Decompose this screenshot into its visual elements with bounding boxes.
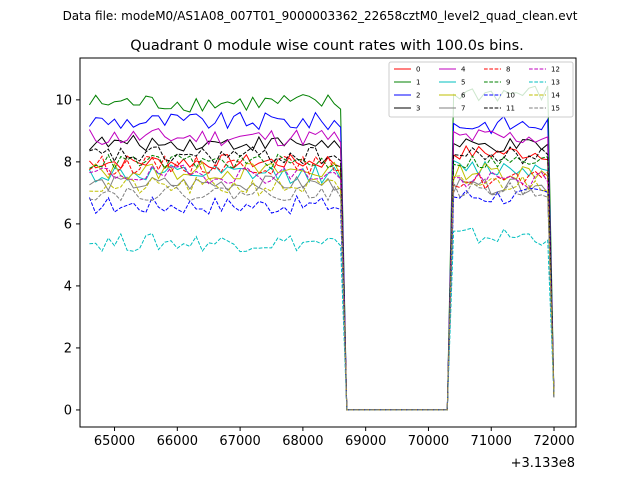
plot-frame <box>79 57 577 428</box>
chart-title: Quadrant 0 module wise count rates with … <box>130 38 524 54</box>
y-tick-label-4: 4 <box>64 279 72 294</box>
legend-label-0: 0 <box>416 66 420 74</box>
series-line-14 <box>89 175 555 411</box>
x-tick-label-71000: 71000 <box>471 434 512 449</box>
series-line-15 <box>89 181 555 411</box>
series-line-9 <box>89 153 555 411</box>
x-offset-label: +3.133e8 <box>511 456 575 471</box>
legend-label-3: 3 <box>416 105 420 113</box>
series-line-3 <box>89 134 555 411</box>
legend-label-6: 6 <box>461 92 466 100</box>
legend-label-9: 9 <box>506 79 510 87</box>
x-tick-label-65000: 65000 <box>94 434 135 449</box>
legend-label-1: 1 <box>416 79 420 87</box>
y-tick-label-8: 8 <box>64 155 72 170</box>
plot-background <box>80 58 576 427</box>
legend-label-2: 2 <box>416 92 420 100</box>
x-tick-label-70000: 70000 <box>408 434 449 449</box>
series-line-4 <box>88 128 555 411</box>
legend-label-13: 13 <box>551 79 560 87</box>
series-line-8 <box>89 155 555 411</box>
y-tick-label-2: 2 <box>64 341 72 356</box>
series-line-11 <box>89 146 555 411</box>
legend-box <box>388 61 574 118</box>
legend-label-12: 12 <box>551 66 560 74</box>
series-line-7 <box>89 175 555 411</box>
legend-label-11: 11 <box>506 105 515 113</box>
legend-label-14: 14 <box>551 92 560 100</box>
series-line-6 <box>89 161 555 411</box>
x-tick-label-72000: 72000 <box>533 434 574 449</box>
series-line-12 <box>89 164 555 411</box>
legend-label-10: 10 <box>506 92 515 100</box>
legend-label-5: 5 <box>461 79 465 87</box>
x-tick-label-69000: 69000 <box>345 434 386 449</box>
axes-layer: 65000 66000 67000 68000 69000 70000 71000 72000… <box>55 57 577 449</box>
series-line-13 <box>89 227 555 411</box>
x-tick-label-68000: 68000 <box>282 434 323 449</box>
plot-area <box>80 58 576 427</box>
x-tick-label-66000: 66000 <box>157 434 198 449</box>
series-line-5 <box>88 159 555 411</box>
legend-label-7: 7 <box>461 105 465 113</box>
series-line-10 <box>88 187 555 411</box>
series-line-0 <box>89 144 555 411</box>
series-line-2 <box>88 111 555 411</box>
legend-label-15: 15 <box>551 105 560 113</box>
x-tick-label-67000: 67000 <box>219 434 260 449</box>
data-file-suptitle: Data file: modeM0/AS1A08_007T01_90000033… <box>63 9 578 23</box>
y-tick-label-10: 10 <box>55 93 72 108</box>
y-tick-label-6: 6 <box>64 217 72 232</box>
legend-label-8: 8 <box>506 66 510 74</box>
series-layer <box>88 85 555 411</box>
y-tick-label-0: 0 <box>64 403 72 418</box>
legend-label-4: 4 <box>461 66 466 74</box>
